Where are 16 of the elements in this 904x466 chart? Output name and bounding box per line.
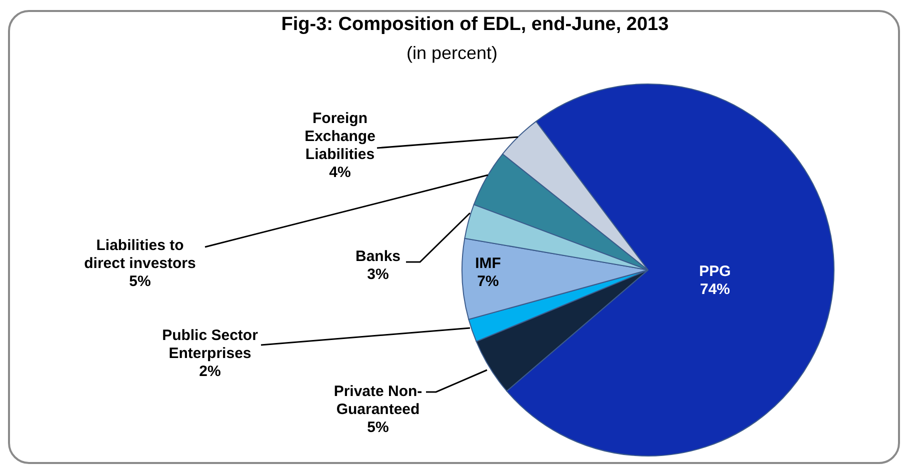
slice-label: Liabilities to direct investors bbox=[84, 237, 196, 272]
data-label: 3% bbox=[367, 266, 389, 283]
slice-label: Foreign Exchange Liabilities bbox=[304, 110, 376, 163]
data-label: 4% bbox=[329, 164, 351, 181]
slice-label: PPG bbox=[699, 263, 731, 280]
data-label: 5% bbox=[367, 419, 389, 436]
chart-subtitle: (in percent) bbox=[406, 43, 498, 63]
slice-label: Public Sector Enterprises bbox=[162, 327, 258, 362]
data-label: 2% bbox=[199, 363, 221, 380]
data-label: 7% bbox=[477, 273, 499, 290]
chart-title: Fig-3: Composition of EDL, end-June, 2013 bbox=[281, 14, 669, 35]
slice-label: Private Non-Guaranteed bbox=[334, 383, 422, 418]
data-label: 5% bbox=[129, 273, 151, 290]
slice-label: Banks bbox=[355, 248, 401, 265]
slice-label: IMF bbox=[475, 255, 501, 272]
data-label: 74% bbox=[700, 281, 730, 298]
